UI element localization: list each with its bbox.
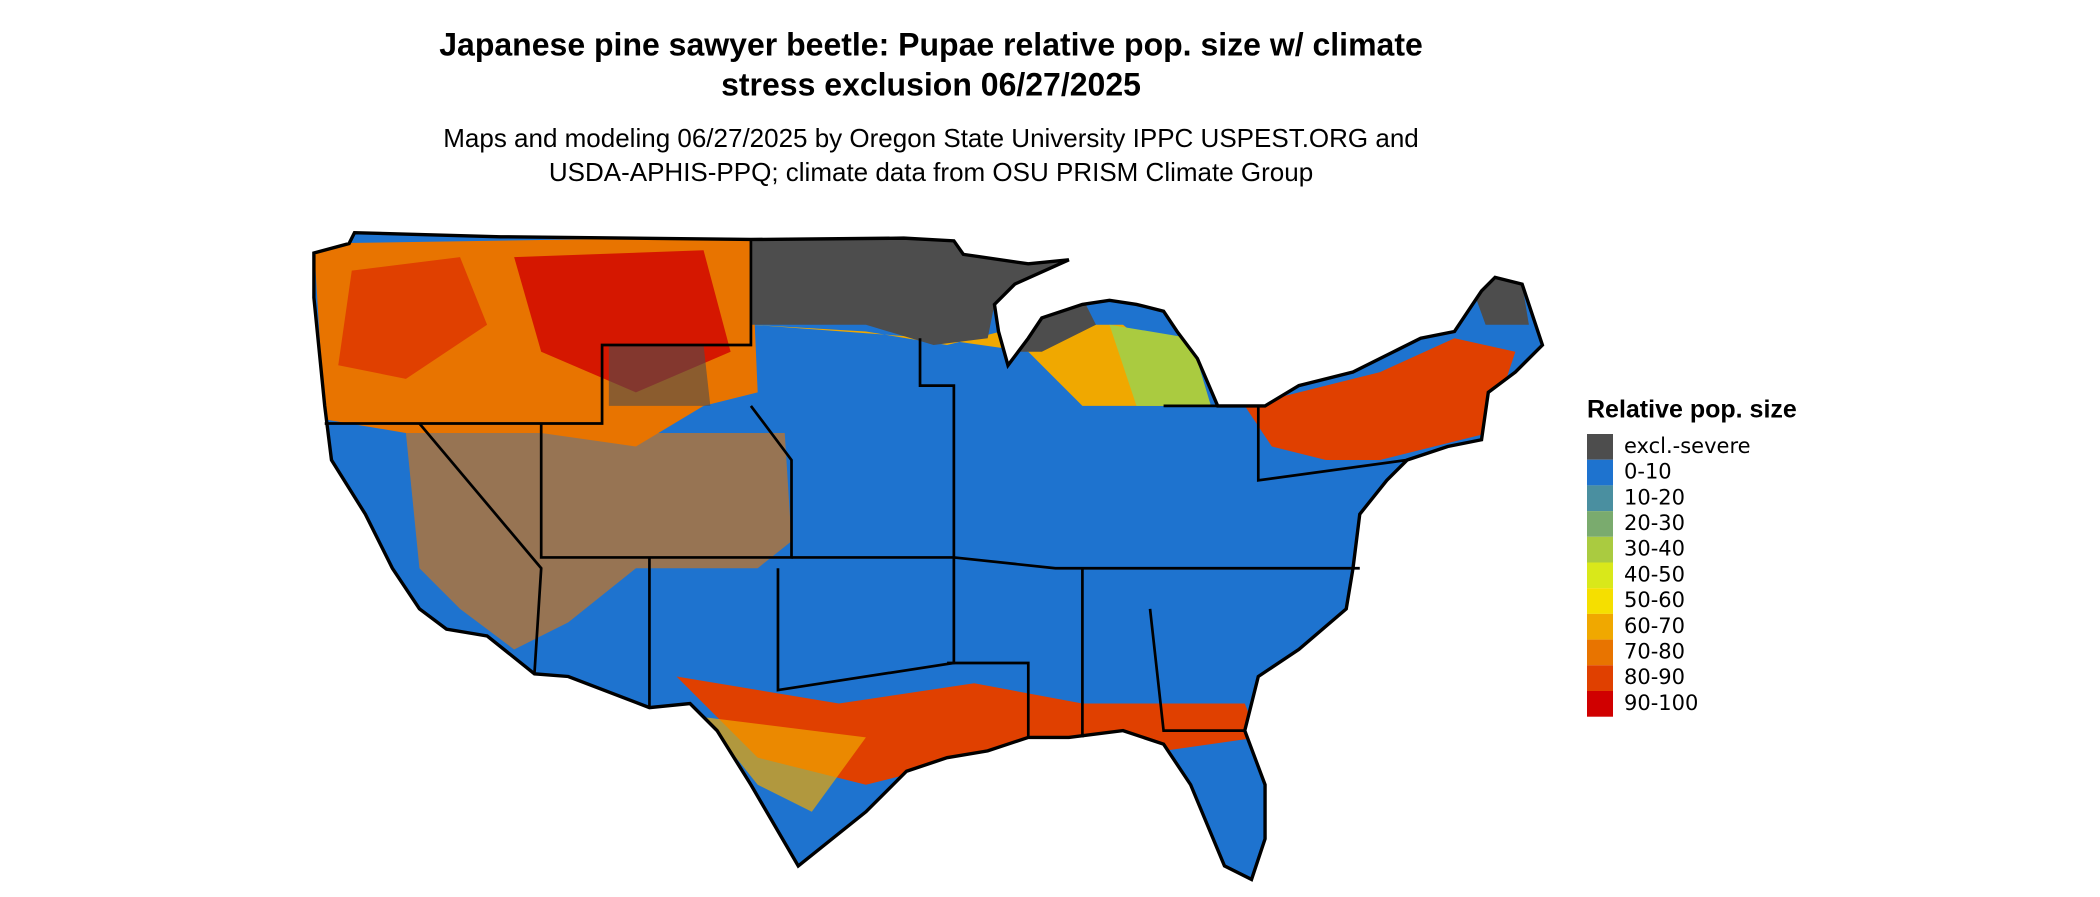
legend-swatch bbox=[1587, 588, 1613, 614]
legend-label: 40-50 bbox=[1624, 562, 1685, 586]
legend-label: 90-100 bbox=[1624, 691, 1698, 715]
subtitle: Maps and modeling 06/27/2025 by Oregon S… bbox=[443, 123, 1419, 153]
title: stress exclusion 06/27/2025 bbox=[721, 66, 1141, 102]
legend-label: 50-60 bbox=[1624, 588, 1685, 612]
legend-title: Relative pop. size bbox=[1587, 396, 1797, 424]
legend-label: 70-80 bbox=[1624, 639, 1685, 663]
legend-swatch bbox=[1587, 562, 1613, 589]
legend: excl.-severe0-1010-2020-3030-4040-5050-6… bbox=[1587, 434, 1751, 717]
legend-swatch bbox=[1587, 485, 1613, 512]
legend-label: 30-40 bbox=[1624, 537, 1685, 561]
legend-swatch bbox=[1587, 536, 1613, 563]
legend-label: 0-10 bbox=[1624, 460, 1672, 484]
legend-swatch bbox=[1587, 459, 1613, 486]
legend-swatch bbox=[1587, 639, 1613, 666]
legend-label: 60-70 bbox=[1624, 614, 1685, 638]
legend-label: 20-30 bbox=[1624, 511, 1685, 535]
legend-swatch bbox=[1587, 665, 1613, 691]
legend-label: 10-20 bbox=[1624, 485, 1685, 509]
subtitle: USDA-APHIS-PPQ; climate data from OSU PR… bbox=[549, 157, 1313, 187]
legend-swatch bbox=[1587, 511, 1613, 537]
legend-swatch bbox=[1587, 434, 1613, 460]
legend-label: excl.-severe bbox=[1624, 434, 1751, 458]
title: Japanese pine sawyer beetle: Pupae relat… bbox=[439, 26, 1423, 62]
us-map bbox=[312, 230, 1545, 882]
legend-swatch bbox=[1587, 613, 1613, 640]
legend-swatch bbox=[1587, 691, 1613, 717]
legend-label: 80-90 bbox=[1624, 665, 1685, 689]
